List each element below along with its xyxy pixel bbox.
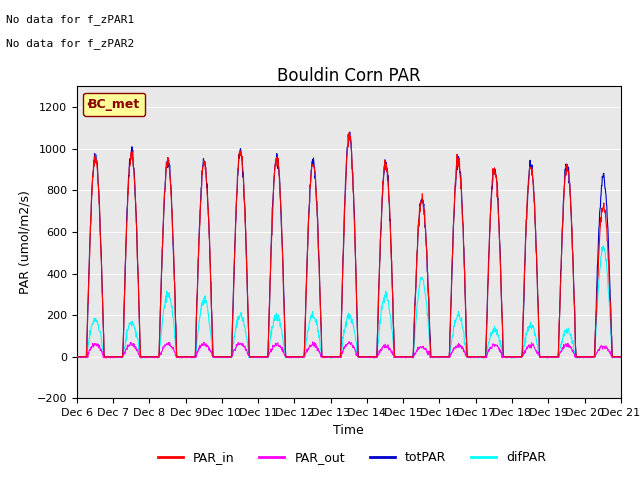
Y-axis label: PAR (umol/m2/s): PAR (umol/m2/s) bbox=[18, 191, 31, 294]
Legend: PAR_in, PAR_out, totPAR, difPAR: PAR_in, PAR_out, totPAR, difPAR bbox=[153, 446, 551, 469]
Legend: BC_met: BC_met bbox=[83, 93, 145, 116]
Text: No data for f_zPAR1: No data for f_zPAR1 bbox=[6, 14, 134, 25]
Text: No data for f_zPAR2: No data for f_zPAR2 bbox=[6, 38, 134, 49]
Title: Bouldin Corn PAR: Bouldin Corn PAR bbox=[277, 67, 420, 85]
X-axis label: Time: Time bbox=[333, 424, 364, 437]
